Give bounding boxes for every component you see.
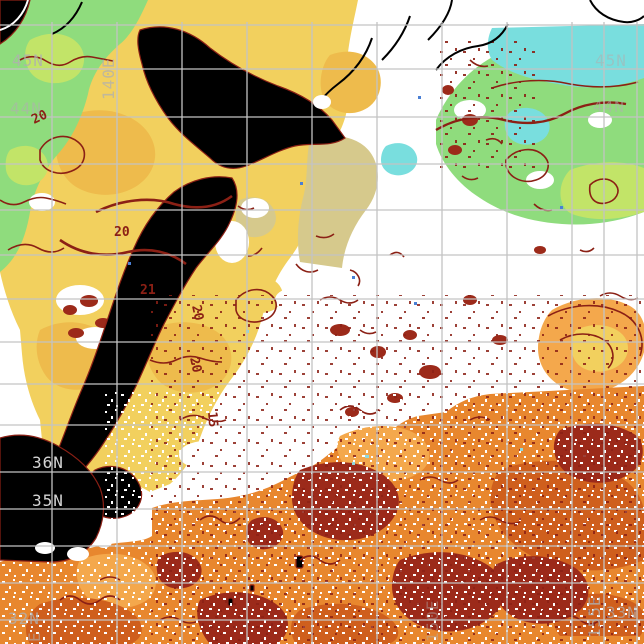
lat-label-45n-left: 45N [12,51,44,70]
lat-label-32n-left: 32N [8,609,40,628]
contour-label-group: 20 20 21 20 20 15 [29,107,220,428]
land-hokkaido [137,26,346,169]
longitude-label-group: 140E 150E 155E E [25,57,604,642]
contour-label-20a: 20 [29,107,50,127]
region-green-water-topleft [0,0,148,272]
lat-label-35n-left: 35N [32,491,64,510]
contour-label-15: 15 [204,411,220,428]
contour-label-21a: 21 [140,283,156,298]
latitude-label-group: 45N 44N 36N 35N 32N 45N 44N 33N [8,51,638,628]
contour-label-20d: 20 [186,356,204,375]
lat-label-33n-right: 33N [606,603,638,622]
red-speckle-overlay [150,295,644,644]
blue-speck-pixels [128,96,563,305]
contour-label-20c: 20 [188,304,206,323]
graticule-vertical-lines [51,22,638,644]
coastline-white-inner [0,0,29,31]
contour-label-20b: 20 [114,225,130,240]
lat-label-44n-right: 44N [593,97,625,116]
lon-label-150e: 150E [423,599,442,642]
hokkaido-cloud-gap [313,95,331,109]
lon-label-e-stub: E [25,631,44,642]
graticule-horizontal-lines [0,24,644,621]
lat-label-45n-right: 45N [595,51,627,70]
lat-label-44n-left: 44N [10,99,42,118]
lon-label-140e: 140E [99,57,118,100]
lat-label-36n-left: 36N [32,453,64,472]
lon-label-155e: 155E [585,595,604,638]
coastline-curves [51,0,644,133]
